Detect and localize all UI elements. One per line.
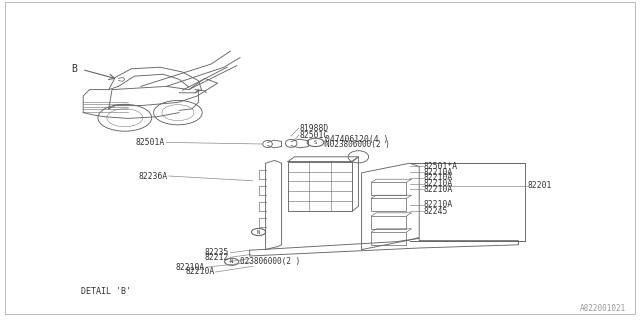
Text: 82210A: 82210A — [175, 263, 205, 272]
Text: 82210A: 82210A — [424, 179, 453, 188]
Text: 82245: 82245 — [424, 207, 448, 216]
Text: 82210A: 82210A — [424, 173, 453, 182]
Text: 81988D: 81988D — [300, 124, 329, 132]
Text: 82235: 82235 — [205, 248, 229, 257]
Text: 023806000(2 ): 023806000(2 ) — [240, 257, 300, 266]
Text: 047406120(4 ): 047406120(4 ) — [325, 135, 388, 144]
Text: DETAIL 'B': DETAIL 'B' — [81, 287, 131, 296]
Text: N: N — [257, 229, 260, 235]
Text: 82501*A: 82501*A — [424, 162, 458, 171]
Bar — [371, 198, 406, 211]
Bar — [371, 216, 406, 229]
Text: 82210A: 82210A — [424, 185, 453, 194]
Text: 82210A: 82210A — [424, 168, 453, 177]
Text: A822001021: A822001021 — [580, 304, 626, 313]
Text: 82501C: 82501C — [300, 131, 329, 140]
Text: N: N — [230, 259, 233, 264]
Text: B: B — [71, 64, 77, 74]
Text: 82210A: 82210A — [185, 268, 214, 276]
Text: 82210A: 82210A — [424, 200, 453, 209]
Text: 82236A: 82236A — [138, 172, 168, 180]
Text: N023806000(2 ): N023806000(2 ) — [325, 140, 390, 149]
Text: 82201: 82201 — [528, 181, 552, 190]
Bar — [371, 232, 406, 245]
Bar — [371, 182, 406, 195]
Text: S: S — [314, 140, 317, 145]
Bar — [288, 162, 352, 211]
Text: 82212: 82212 — [205, 253, 229, 262]
Text: 82501A: 82501A — [136, 138, 165, 147]
